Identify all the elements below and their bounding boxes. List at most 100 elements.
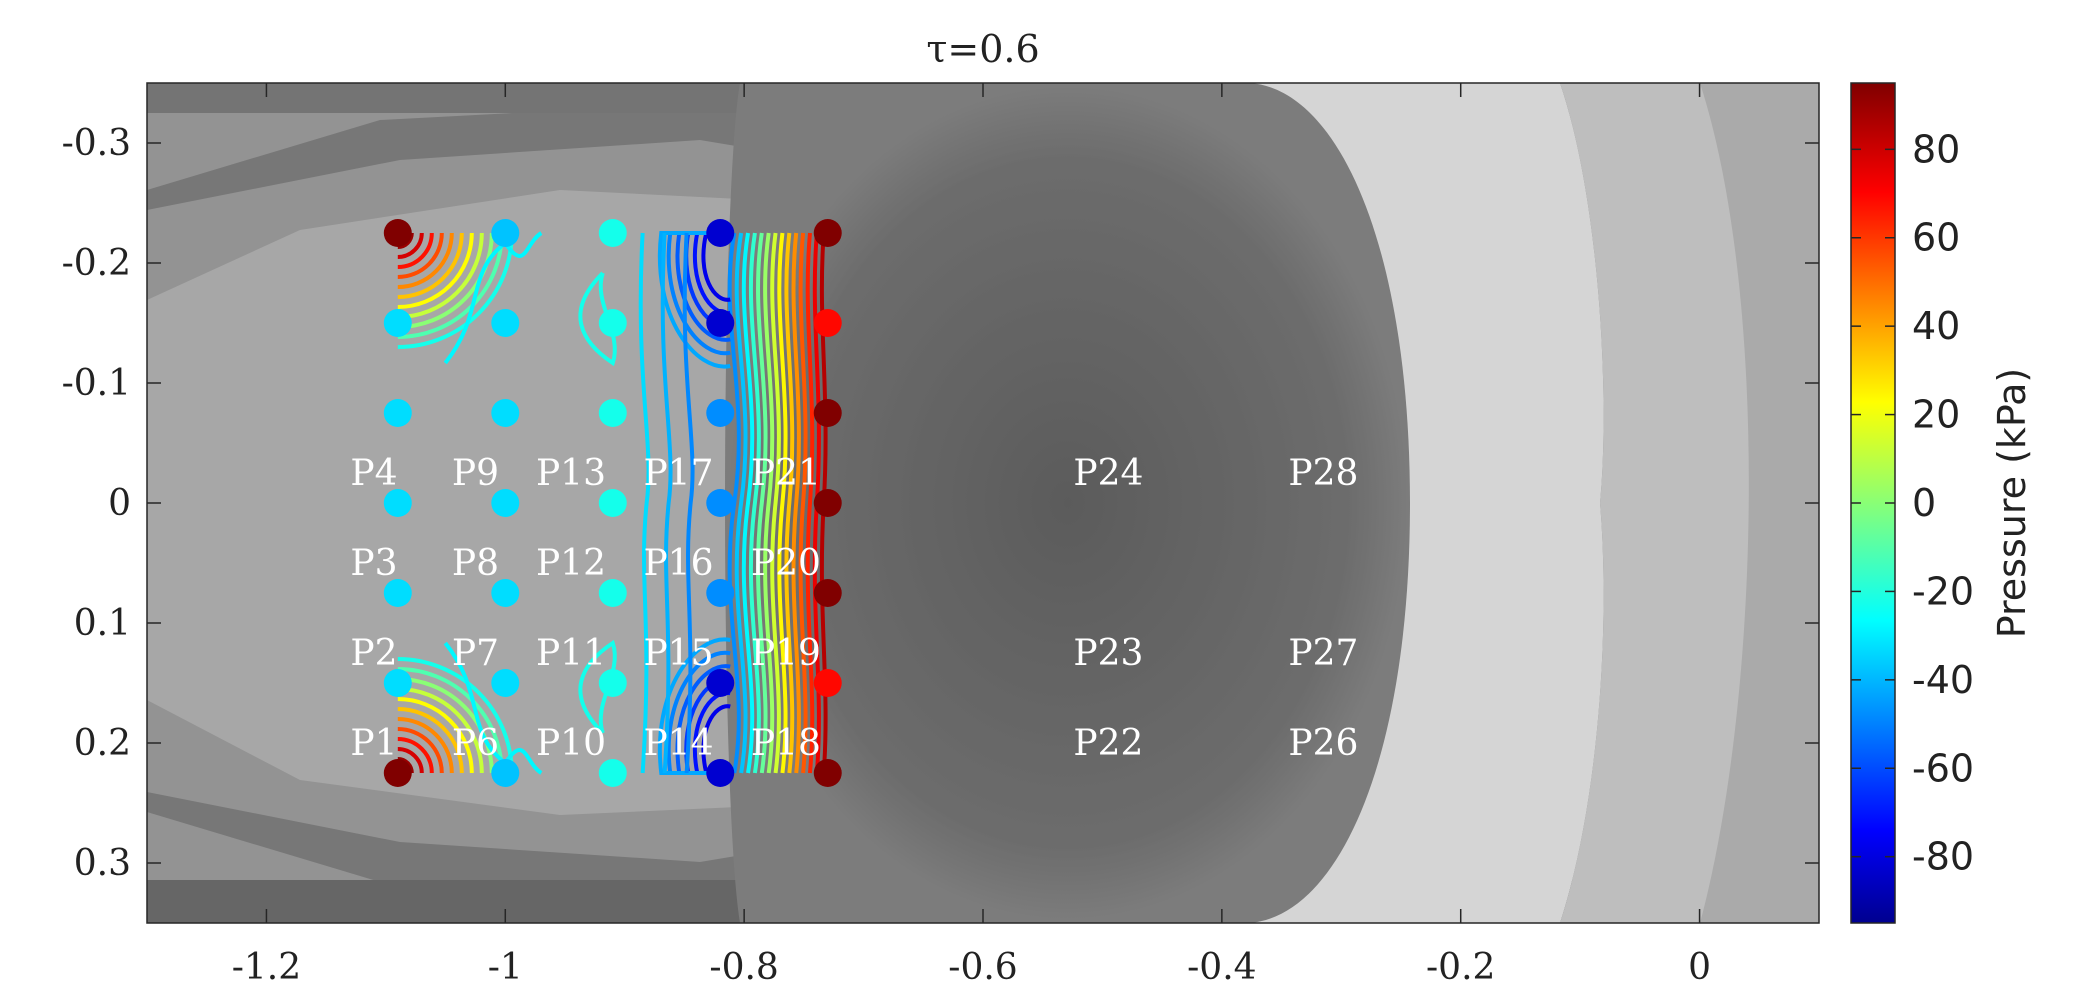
contour-line (397, 717, 454, 774)
x-axis: -1.2 -1 -0.8 -0.6 -0.4 -0.2 0 (232, 83, 1711, 988)
probe-marker (598, 669, 627, 697)
probe-marker (383, 669, 412, 697)
contour-line (763, 232, 775, 774)
contour-line (741, 232, 755, 774)
probe-label: P6 (452, 723, 499, 764)
probe-marker (706, 489, 735, 517)
contour-line (397, 232, 484, 319)
contour-line (397, 687, 484, 774)
probe-label: P15 (643, 633, 713, 674)
contour-line (734, 232, 748, 774)
probe-marker (491, 669, 520, 697)
contour-line (798, 232, 808, 774)
probe-marker (383, 309, 412, 337)
contour-line (701, 231, 731, 302)
probe-marker (598, 309, 627, 337)
x-tick-label: -1 (488, 947, 523, 988)
contour-line (397, 677, 494, 774)
contour-line (666, 650, 731, 775)
contour-line (657, 231, 731, 369)
colorbar-tick-label: 80 (1912, 127, 1960, 171)
contour-line (397, 727, 444, 774)
probe-marker (706, 579, 735, 607)
probe-marker (813, 669, 842, 697)
probe-label: P21 (751, 453, 821, 494)
probe-marker (813, 309, 842, 337)
contour-line (397, 232, 434, 269)
x-tick-label: -1.2 (232, 947, 301, 988)
probe-marker (491, 579, 520, 607)
contour-line (791, 232, 801, 774)
probe-label: P1 (350, 723, 397, 764)
contour-line (660, 232, 673, 774)
colorbar-tick-label: 20 (1912, 393, 1960, 437)
x-tick-label: -0.4 (1187, 947, 1256, 988)
contour-line (397, 232, 494, 329)
contour-line (397, 232, 444, 279)
probe-label: P16 (643, 543, 713, 584)
colorbar-tick-label: -20 (1912, 569, 1974, 613)
probe-marker (813, 399, 842, 427)
probe-label: P3 (350, 543, 397, 584)
probe-label: P20 (751, 543, 821, 584)
contour-line (578, 271, 617, 367)
x-tick-label: -0.6 (948, 947, 1017, 988)
probe-marker (598, 759, 627, 787)
colorbar: 80 60 40 20 0 -20 -40 -60 -80 Pressure (kPa) (1850, 82, 2034, 924)
contour-line (397, 657, 514, 774)
contour-line (397, 232, 514, 349)
x-tick-label: -0.8 (709, 947, 778, 988)
y-tick-label: 0.3 (74, 843, 131, 884)
probe-label: P13 (536, 453, 606, 494)
probe-marker (491, 759, 520, 787)
probe-label: P22 (1073, 723, 1143, 764)
contour-line (675, 231, 731, 342)
y-tick-label: -0.3 (62, 123, 131, 164)
contour-line (805, 232, 815, 774)
probe-marker (383, 579, 412, 607)
probe-marker (706, 669, 735, 697)
contour-line (666, 231, 731, 356)
contour-line (443, 641, 543, 775)
colorbar-tick-label: 60 (1912, 216, 1960, 260)
contour-line (777, 232, 788, 774)
probe-label: P9 (452, 453, 499, 494)
y-tick-label: -0.1 (62, 363, 131, 404)
probe-marker (706, 309, 735, 337)
background-image (147, 83, 1819, 923)
contour-line (443, 231, 543, 365)
contour-line (770, 232, 781, 774)
probe-marker (706, 399, 735, 427)
contour-line (397, 232, 464, 299)
probe-marker (813, 579, 842, 607)
probe-marker (706, 219, 735, 247)
x-tick-label: -0.2 (1426, 947, 1495, 988)
probe-label: P26 (1288, 723, 1358, 764)
probe-label: P2 (350, 633, 397, 674)
probe-marker (491, 489, 520, 517)
probe-label: P4 (350, 453, 397, 494)
probe-label: P7 (452, 633, 499, 674)
colorbar-label: Pressure (kPa) (1990, 368, 2034, 639)
probe-label: P28 (1288, 453, 1358, 494)
probe-markers (383, 219, 842, 787)
probe-label: P8 (452, 543, 499, 584)
probe-marker (813, 759, 842, 787)
probe-label: P10 (536, 723, 606, 764)
chart-title: τ=0.6 (926, 27, 1039, 71)
probe-label: P12 (536, 543, 606, 584)
probe-marker (813, 489, 842, 517)
y-tick-label: -0.2 (62, 243, 131, 284)
contour-line (578, 639, 617, 735)
contour-line (397, 232, 424, 259)
contour-line (701, 704, 731, 775)
probe-marker (491, 219, 520, 247)
contour-line (397, 232, 474, 309)
probe-marker (598, 489, 627, 517)
probe-label: P19 (751, 633, 821, 674)
probe-marker (598, 579, 627, 607)
probe-labels: P1 P2 P3 P4 P6 P7 P8 P9 P10 P11 P12 P13 P14 P15 P16 P17… (350, 453, 1358, 764)
colorbar-tick-label: 40 (1912, 304, 1960, 348)
colorbar-ticks: 80 60 40 20 0 -20 -40 -60 -80 (1851, 127, 1974, 879)
